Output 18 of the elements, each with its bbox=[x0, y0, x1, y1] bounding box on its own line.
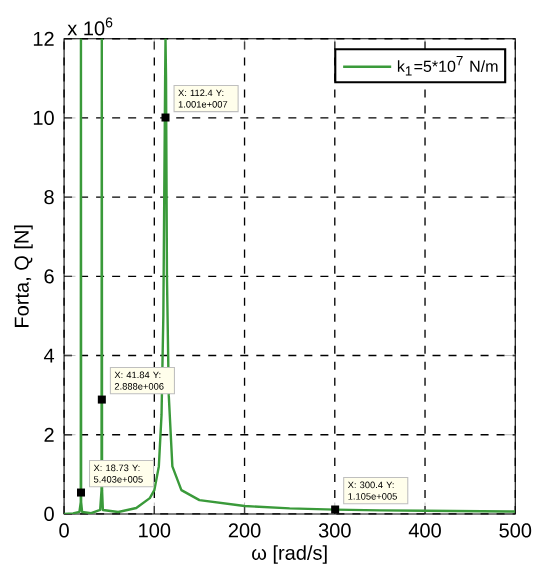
y-tick-label: 4 bbox=[43, 348, 54, 363]
y-tick-label: 8 bbox=[44, 190, 54, 205]
text: x 10$^{6}$ bbox=[67, 17, 113, 36]
y-tick-label: 0 bbox=[43, 506, 54, 522]
x-tick-label: 500 bbox=[499, 523, 531, 538]
x-tick-label: 400 bbox=[408, 523, 441, 538]
x-tick-label: 200 bbox=[228, 523, 261, 538]
y-tick-label: 2 bbox=[44, 427, 54, 442]
y-tick-label: 6 bbox=[44, 269, 54, 284]
x-tick-label: 100 bbox=[138, 523, 170, 538]
y-tick-label: 12 bbox=[33, 31, 54, 46]
x-axis-title: ω [rad/s] bbox=[251, 545, 327, 564]
legend-label: k$_{1}$=5*10$^{7}$ N/m bbox=[397, 55, 498, 76]
x-tick-label: 300 bbox=[318, 523, 351, 538]
x-tick-label: 0 bbox=[58, 523, 69, 538]
y-tick-label: 10 bbox=[33, 110, 54, 126]
line-series bbox=[63, 38, 515, 514]
y-axis-title: Forta, Q [N] bbox=[13, 225, 33, 327]
